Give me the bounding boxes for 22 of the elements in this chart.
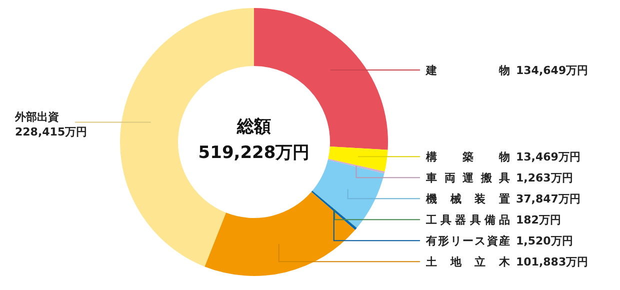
slice-label: 土地立木 (425, 256, 511, 269)
data-label: 134,649万円 (516, 64, 588, 77)
donut-slice (312, 160, 384, 228)
slice-label: 外部出資 (14, 110, 59, 124)
data-label: 228,415万円 (15, 125, 88, 138)
slice-label: 建 物 (425, 64, 510, 77)
donut-slice (328, 158, 385, 174)
text: 519,228万円 (198, 143, 310, 163)
slice-label: 工具器具備品 (425, 214, 510, 227)
data-label: 37,847万円 (516, 192, 580, 206)
text: 総額 (236, 117, 271, 137)
donut-slice (204, 192, 356, 276)
slice-label: 有形リース資産 (425, 234, 510, 248)
slice-label: 構 築 物 (425, 150, 510, 164)
slice-label: 車両運搬具 (425, 172, 510, 185)
slice-label: 機 械 装 置 (425, 192, 510, 206)
data-label: 182万円 (516, 214, 561, 227)
data-label: 13,469万円 (516, 150, 580, 164)
data-label: 1,520万円 (516, 234, 573, 248)
data-label: 101,883万円 (516, 256, 588, 269)
data-label: 1,263万円 (516, 172, 573, 185)
donut-slice (328, 146, 388, 172)
